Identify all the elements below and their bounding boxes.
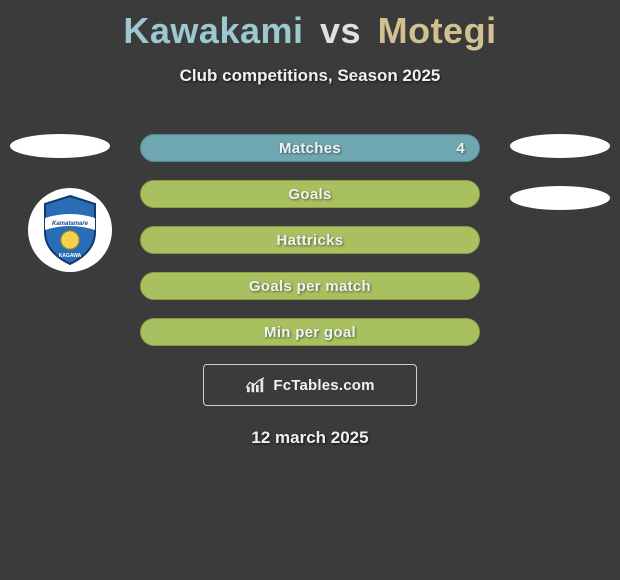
right-ellipse-2 [510, 186, 610, 210]
brand-text: FcTables.com [273, 377, 374, 394]
player2-name: Motegi [378, 10, 497, 51]
stat-label: Goals per match [141, 273, 479, 301]
vs-label: vs [320, 10, 361, 51]
left-ellipse-1 [10, 134, 110, 158]
stat-bar-matches: Matches4 [140, 134, 480, 162]
player1-name: Kawakami [123, 10, 303, 51]
svg-text:KAGAWA: KAGAWA [59, 253, 82, 259]
club-crest: Kamatamare KAGAWA [28, 188, 112, 272]
stat-bar-goals: Goals [140, 180, 480, 208]
subtitle: Club competitions, Season 2025 [0, 66, 620, 86]
stat-label: Goals [141, 181, 479, 209]
stat-label: Min per goal [141, 319, 479, 347]
stat-label: Matches [141, 135, 479, 163]
stat-value: 4 [456, 135, 465, 163]
crest-shield-icon: Kamatamare KAGAWA [39, 194, 101, 266]
chart-icon [245, 376, 267, 394]
right-ellipse-1 [510, 134, 610, 158]
comparison-panel: Kamatamare KAGAWA Matches4 Goals Hattricks… [0, 134, 620, 448]
stat-bar-hattricks: Hattricks [140, 226, 480, 254]
stat-label: Hattricks [141, 227, 479, 255]
stat-bars: Matches4 Goals Hattricks Goals per match Min… [140, 134, 480, 346]
date-label: 12 march 2025 [0, 428, 620, 448]
page-title: Kawakami vs Motegi [0, 0, 620, 52]
stat-bar-min-per-goal: Min per goal [140, 318, 480, 346]
svg-text:Kamatamare: Kamatamare [52, 221, 89, 227]
brand-box: FcTables.com [203, 364, 417, 406]
stat-bar-goals-per-match: Goals per match [140, 272, 480, 300]
